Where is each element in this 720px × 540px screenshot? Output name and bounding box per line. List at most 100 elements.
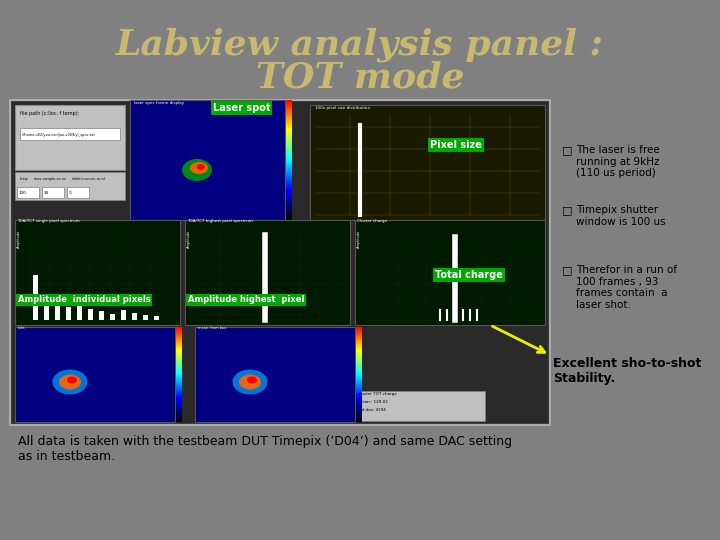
Text: laser spec frame display: laser spec frame display bbox=[134, 101, 184, 105]
Bar bbox=[286, 121, 292, 122]
Bar bbox=[286, 150, 292, 151]
Bar bbox=[88, 309, 93, 320]
Bar bbox=[176, 332, 182, 333]
Bar bbox=[356, 382, 362, 383]
Text: cluster TOT charge: cluster TOT charge bbox=[358, 392, 397, 396]
Bar bbox=[286, 204, 292, 205]
Bar bbox=[356, 399, 362, 400]
Bar bbox=[286, 202, 292, 203]
Bar bbox=[356, 388, 362, 389]
Bar bbox=[176, 403, 182, 404]
Bar bbox=[286, 211, 292, 212]
Bar bbox=[356, 380, 362, 381]
Bar bbox=[154, 316, 159, 320]
Bar bbox=[286, 113, 292, 114]
Bar bbox=[286, 160, 292, 161]
Bar bbox=[286, 191, 292, 192]
Text: TOA/TCT highest pixel spectrum: TOA/TCT highest pixel spectrum bbox=[187, 219, 253, 223]
Bar bbox=[176, 393, 182, 394]
Bar bbox=[356, 417, 362, 418]
Text: Timepix shutter
window is 100 us: Timepix shutter window is 100 us bbox=[576, 205, 665, 227]
Bar bbox=[356, 330, 362, 331]
Bar bbox=[356, 368, 362, 369]
Bar bbox=[356, 343, 362, 344]
Bar bbox=[356, 381, 362, 382]
Bar bbox=[286, 183, 292, 184]
Bar bbox=[176, 394, 182, 395]
Bar bbox=[356, 351, 362, 352]
Bar bbox=[286, 203, 292, 204]
Bar bbox=[356, 413, 362, 414]
Text: Amplitude: Amplitude bbox=[357, 230, 361, 248]
Bar bbox=[356, 337, 362, 338]
Bar bbox=[286, 186, 292, 187]
Bar bbox=[121, 309, 126, 320]
Bar bbox=[176, 328, 182, 329]
Bar bbox=[77, 299, 82, 320]
Bar bbox=[356, 347, 362, 348]
Bar bbox=[176, 335, 182, 336]
Text: □: □ bbox=[562, 265, 572, 275]
Bar bbox=[286, 132, 292, 133]
Bar bbox=[286, 179, 292, 180]
Bar bbox=[176, 361, 182, 362]
Bar bbox=[356, 414, 362, 415]
Bar bbox=[356, 360, 362, 361]
Bar bbox=[143, 315, 148, 320]
Bar bbox=[286, 100, 292, 101]
Bar bbox=[286, 145, 292, 146]
FancyArrowPatch shape bbox=[492, 326, 545, 353]
Bar bbox=[286, 117, 292, 118]
Bar bbox=[356, 373, 362, 374]
Bar bbox=[176, 399, 182, 400]
Bar bbox=[356, 410, 362, 411]
Bar bbox=[15, 172, 125, 200]
Bar bbox=[176, 389, 182, 390]
Bar bbox=[356, 416, 362, 417]
Bar bbox=[356, 346, 362, 347]
Bar bbox=[286, 107, 292, 108]
Bar bbox=[20, 128, 120, 140]
Bar bbox=[15, 105, 125, 170]
Bar bbox=[176, 331, 182, 332]
Bar bbox=[176, 391, 182, 392]
Bar bbox=[286, 154, 292, 155]
Bar bbox=[356, 349, 362, 350]
Bar bbox=[12, 102, 548, 423]
Bar bbox=[286, 115, 292, 116]
Bar bbox=[110, 314, 115, 320]
Bar bbox=[286, 194, 292, 195]
Bar bbox=[286, 206, 292, 207]
Bar bbox=[286, 109, 292, 110]
Bar bbox=[176, 363, 182, 364]
Bar bbox=[176, 338, 182, 339]
Bar bbox=[356, 412, 362, 413]
Bar bbox=[130, 100, 285, 220]
Bar bbox=[356, 403, 362, 404]
Bar bbox=[176, 345, 182, 346]
Bar bbox=[286, 149, 292, 150]
Bar bbox=[15, 327, 175, 422]
Bar bbox=[176, 382, 182, 383]
Text: Therefor in a run of
100 frames , 93
frames contain  a
laser shot.: Therefor in a run of 100 frames , 93 fra… bbox=[576, 265, 677, 310]
Bar bbox=[356, 398, 362, 399]
Bar bbox=[286, 111, 292, 112]
Bar bbox=[176, 375, 182, 376]
Bar bbox=[286, 201, 292, 202]
Bar bbox=[356, 386, 362, 387]
Bar bbox=[176, 384, 182, 385]
Bar bbox=[356, 367, 362, 368]
Bar bbox=[176, 367, 182, 368]
Bar bbox=[286, 159, 292, 160]
Text: std dev: 4194: std dev: 4194 bbox=[358, 408, 386, 412]
Bar bbox=[42, 187, 64, 198]
Bar bbox=[286, 127, 292, 128]
Bar bbox=[176, 356, 182, 357]
Bar bbox=[176, 359, 182, 360]
Bar bbox=[356, 327, 362, 328]
Bar bbox=[286, 167, 292, 168]
Bar bbox=[176, 379, 182, 380]
Bar bbox=[176, 410, 182, 411]
Bar bbox=[286, 157, 292, 158]
Bar bbox=[356, 341, 362, 342]
